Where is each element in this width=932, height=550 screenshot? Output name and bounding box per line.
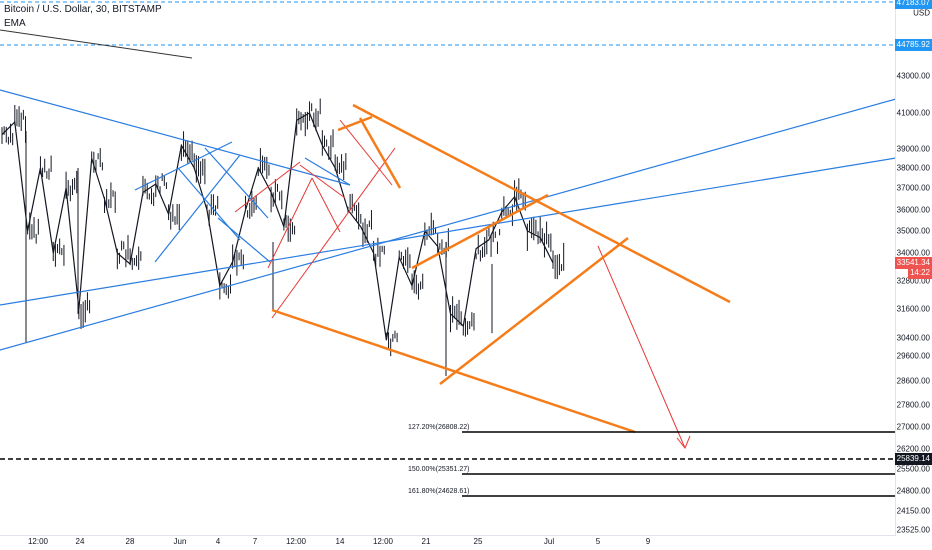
- red-projection-arrow: [597, 245, 686, 449]
- time-axis[interactable]: 12:00 24 28 Jun 4 7 12:00 14 12:00 21 25 Jul 5 9: [0, 535, 896, 550]
- ema-line: [1, 112, 554, 341]
- x-tick-label: Jul: [543, 537, 555, 546]
- currency-label: USD: [913, 8, 930, 18]
- x-tick-label: 25: [473, 537, 483, 546]
- y-tick-label: 26200.00: [896, 444, 930, 454]
- blue-trend-line: [204, 147, 269, 219]
- x-tick-label: 4: [215, 537, 221, 546]
- blue-trend-line: [0, 157, 897, 306]
- y-tick-label: 39000.00: [896, 144, 930, 154]
- y-tick-label: 41000.00: [896, 108, 930, 118]
- candle-countdown-badge: 14:22: [907, 267, 932, 279]
- y-tick-label: 27000.00: [896, 422, 930, 432]
- symbol-title: Bitcoin / U.S. Dollar, 30, BITSTAMP: [4, 4, 162, 15]
- x-tick-label: 9: [645, 537, 651, 546]
- blue-trend-line: [134, 141, 233, 191]
- top-price-badge: 47183.07: [894, 0, 932, 9]
- orange-channel-line: [411, 193, 549, 270]
- y-tick-label: 24800.00: [896, 486, 930, 496]
- y-tick-label: 25500.00: [896, 464, 930, 474]
- orange-channel-line: [337, 115, 373, 132]
- red-pattern-line: [234, 161, 301, 213]
- y-tick-label: 34000.00: [896, 248, 930, 258]
- x-tick-label: 28: [125, 537, 135, 546]
- blue-trend-line: [217, 217, 271, 263]
- y-tick-label: 28600.00: [896, 376, 930, 386]
- x-tick-label: 14: [335, 537, 345, 546]
- blue-trend-line: [0, 89, 351, 186]
- fib-level-label: 161.80%(24628.61): [408, 488, 470, 495]
- y-tick-label: 32800.00: [896, 276, 930, 286]
- red-pattern-line: [299, 164, 346, 199]
- y-tick-label: 31600.00: [896, 304, 930, 314]
- y-tick-label: 23525.00: [896, 525, 930, 535]
- y-tick-label: 36000.00: [896, 205, 930, 215]
- upper-level-badge: 44785.92: [894, 39, 932, 51]
- y-tick-label: 38000.00: [896, 163, 930, 173]
- orange-channel-line: [271, 308, 636, 434]
- x-tick-label: 21: [421, 537, 431, 546]
- y-tick-label: 27800.00: [896, 400, 930, 410]
- lower-level-badge: 25839.14: [894, 453, 932, 465]
- orange-channel-line: [439, 237, 629, 385]
- trend-line: [0, 29, 193, 59]
- ema-indicator-label: EMA: [4, 18, 26, 29]
- red-pattern-line: [271, 147, 396, 319]
- red-pattern-line: [311, 177, 341, 233]
- blue-trend-line: [304, 157, 351, 186]
- x-tick-label: 7: [252, 537, 258, 546]
- orange-channel-line: [358, 117, 402, 189]
- blue-trend-line: [0, 98, 897, 351]
- x-tick-label: 5: [595, 537, 601, 546]
- y-tick-label: 24150.00: [896, 506, 930, 516]
- x-tick-label: 12:00: [372, 537, 394, 546]
- y-tick-label: 29600.00: [896, 351, 930, 361]
- y-tick-label: 30400.00: [896, 333, 930, 343]
- x-tick-label: 24: [75, 537, 85, 546]
- x-tick-label: 12:00: [27, 537, 49, 546]
- red-pattern-line: [267, 177, 313, 269]
- y-tick-label: 37000.00: [896, 183, 930, 193]
- x-tick-label: 12:00: [285, 537, 307, 546]
- current-price-badge: 33541.34: [894, 257, 932, 269]
- fib-level-label: 150.00%(25351.27): [408, 466, 470, 473]
- arrow-head: [676, 435, 691, 449]
- orange-channel-line: [352, 103, 731, 304]
- y-tick-label: 43000.00: [896, 71, 930, 81]
- x-tick-label: Jun: [173, 537, 187, 546]
- blue-trend-line: [154, 154, 241, 263]
- fib-level-label: 127.20%(26808.22): [408, 424, 470, 431]
- plot-area: [0, 0, 896, 536]
- red-pattern-line: [339, 119, 393, 186]
- y-tick-label: 35000.00: [896, 226, 930, 236]
